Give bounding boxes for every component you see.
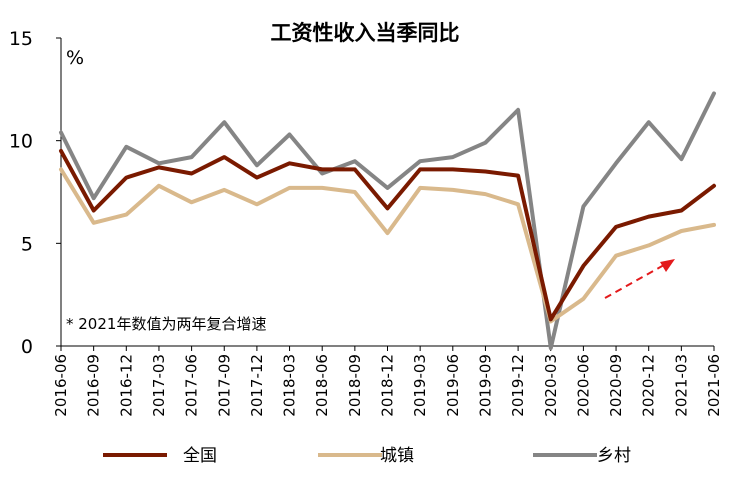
y-tick-label: 15: [9, 28, 33, 50]
y-tick-label: 10: [9, 131, 33, 153]
x-tick-label: 2021-03: [672, 354, 690, 417]
legend: 全国 城镇 乡村: [103, 446, 631, 466]
chart-title: 工资性收入当季同比: [271, 21, 460, 45]
x-tick-label: 2017-09: [215, 354, 233, 417]
series-line-2: [59, 91, 716, 351]
x-tick-label: 2020-12: [640, 354, 658, 417]
x-tick-label: 2021-06: [705, 354, 723, 417]
x-tick-label: 2017-12: [248, 354, 266, 417]
x-tick-label: 2018-09: [346, 354, 364, 417]
legend-label-2: 乡村: [597, 446, 631, 466]
x-tick-label: 2018-12: [379, 354, 397, 417]
x-tick-label: 2020-06: [574, 354, 592, 417]
trend-arrow-line: [604, 264, 665, 299]
x-tick-label: 2020-09: [607, 354, 625, 417]
x-tick-label: 2019-09: [476, 354, 494, 417]
axes: 0 5 10 15 2016-06 2016-09 2016-12 2017-03 2017-0…: [9, 28, 723, 417]
chart-note: * 2021年数值为两年复合增速: [66, 315, 266, 333]
series-line-1: [59, 167, 716, 324]
y-tick-label: 0: [21, 336, 33, 358]
x-tick-label: 2019-06: [444, 354, 462, 417]
x-tick-label: 2020-03: [542, 354, 560, 417]
x-tick-label: 2018-06: [313, 354, 331, 417]
unit-label: %: [66, 47, 84, 69]
x-tick-label: 2017-06: [183, 354, 201, 417]
legend-label-1: 城镇: [380, 446, 414, 466]
x-tick-label: 2018-03: [281, 354, 299, 417]
annotation: [604, 259, 675, 299]
y-tick-label: 5: [21, 233, 33, 255]
series-lines: [59, 91, 716, 351]
x-tick-label: 2017-03: [150, 354, 168, 417]
x-tick-label: 2016-06: [52, 354, 70, 417]
x-tick-label: 2016-09: [85, 354, 103, 417]
trend-arrow-head: [660, 259, 675, 272]
x-tick-label: 2016-12: [117, 354, 135, 417]
series-line-0: [59, 148, 716, 322]
legend-label-0: 全国: [183, 446, 217, 466]
x-tick-label: 2019-12: [509, 354, 527, 417]
x-tick-label: 2019-03: [411, 354, 429, 417]
